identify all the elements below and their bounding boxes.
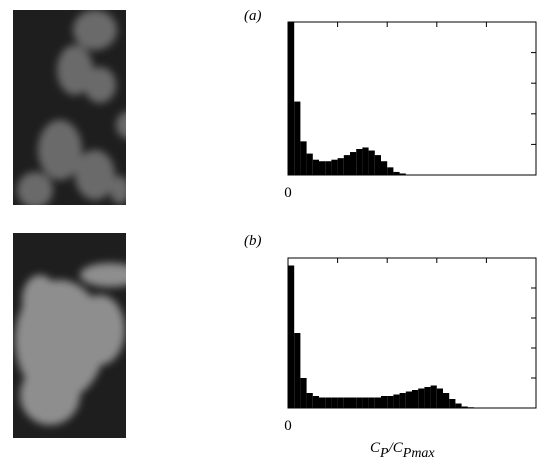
bar [288, 265, 295, 408]
bar [288, 22, 295, 175]
bar [387, 167, 394, 175]
bar [300, 378, 307, 408]
bar [312, 159, 319, 175]
plot-frame [287, 257, 537, 409]
bar [362, 147, 369, 175]
bar [412, 390, 419, 408]
bar [337, 158, 344, 175]
bar [331, 159, 338, 175]
x-tick-label: 0 [284, 185, 292, 201]
panel-label: (a) [244, 8, 262, 24]
bar [374, 155, 381, 175]
bar [356, 397, 363, 408]
bar [436, 388, 443, 408]
bar [393, 394, 400, 408]
bar [300, 141, 307, 175]
bar [455, 403, 462, 408]
bar [294, 101, 301, 175]
bar [368, 150, 375, 175]
bar [350, 152, 357, 175]
bar [418, 388, 425, 408]
bar [306, 393, 313, 408]
bar [387, 396, 394, 408]
x-label-part: /C [388, 440, 404, 456]
bar [343, 397, 350, 408]
x-label-sub: Pmax [402, 446, 436, 461]
plot-frame [287, 21, 537, 176]
bar [325, 397, 332, 408]
bar [443, 393, 450, 408]
bar [350, 397, 357, 408]
bar [294, 333, 301, 408]
x-tick-label: 0 [284, 418, 292, 434]
bar [461, 406, 468, 408]
bar [381, 396, 388, 408]
bar [399, 393, 406, 408]
bar [368, 397, 375, 408]
bar [343, 155, 350, 175]
bar [337, 397, 344, 408]
bar [449, 399, 456, 408]
micrograph-b [13, 233, 126, 438]
bar [399, 173, 406, 175]
bar [312, 396, 319, 408]
bar [331, 397, 338, 408]
bar [306, 153, 313, 175]
bar [424, 387, 431, 408]
bar [381, 161, 388, 175]
bar [393, 171, 400, 175]
bar [319, 161, 326, 175]
plots: (a) 0 (b) 0 CP/CPmax [244, 8, 537, 461]
x-axis-label: CP/CPmax [370, 440, 435, 461]
x-label-part: C [370, 440, 381, 456]
bar [374, 397, 381, 408]
bar [405, 391, 412, 408]
panel-label: (b) [244, 233, 262, 249]
bar [356, 148, 363, 175]
x-label-sub: P [379, 446, 389, 461]
bar [430, 385, 437, 408]
bar [325, 161, 332, 175]
micrograph-a [13, 10, 126, 205]
bar [319, 397, 326, 408]
bar [362, 397, 369, 408]
